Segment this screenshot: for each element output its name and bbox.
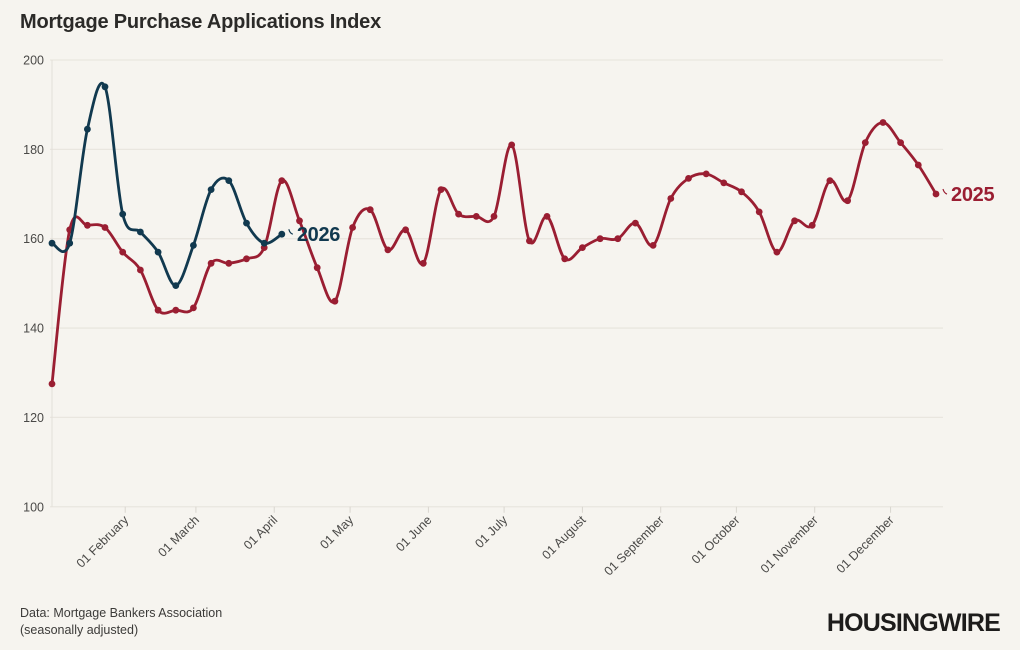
series-2025-point-26 xyxy=(508,141,516,149)
series-2025-point-23 xyxy=(455,210,462,218)
month-label-01-june: 01 June xyxy=(393,513,434,554)
series-2025-point-18 xyxy=(366,206,374,214)
month-label-01-february: 01 February xyxy=(74,512,132,570)
y-tick-label-180: 180 xyxy=(23,143,44,157)
series-2025-point-49 xyxy=(914,161,922,169)
chart-title: Mortgage Purchase Applications Index xyxy=(20,11,382,33)
series-2025-point-20 xyxy=(402,226,409,234)
series-2026-point-6 xyxy=(154,248,162,256)
month-label-01-november: 01 November xyxy=(758,513,821,576)
month-label-01-july: 01 July xyxy=(472,512,510,550)
series-2025-point-48 xyxy=(897,139,904,147)
series-label-2026: 2026 xyxy=(297,224,340,246)
series-2026-point-13 xyxy=(278,230,286,238)
series-2025-point-22 xyxy=(437,186,445,194)
leader-mark-2025 xyxy=(942,188,948,195)
series-2025-point-30 xyxy=(579,244,586,252)
month-label-01-september: 01 September xyxy=(601,513,666,578)
series-2025-point-43 xyxy=(808,221,816,229)
month-label-01-october: 01 October xyxy=(689,513,743,567)
month-label-01-december: 01 December xyxy=(834,513,897,576)
series-2025-point-6 xyxy=(154,306,162,314)
series-2025-point-36 xyxy=(685,175,692,182)
series-2025-point-19 xyxy=(384,246,392,254)
series-2025-point-5 xyxy=(137,266,144,274)
series-2025-point-21 xyxy=(419,259,427,267)
series-2026-point-0 xyxy=(48,239,56,247)
series-2026-point-1 xyxy=(66,239,74,247)
series-2025-point-44 xyxy=(826,177,834,185)
series-2025-point-45 xyxy=(844,197,851,205)
series-2025-point-8 xyxy=(190,304,197,312)
series-2025-point-33 xyxy=(632,219,639,227)
series-2025-point-17 xyxy=(349,224,356,231)
series-2025-point-40 xyxy=(755,208,763,216)
source-line-2: (seasonally adjusted) xyxy=(20,623,139,638)
series-2025-point-14 xyxy=(296,217,303,225)
series-2026-point-7 xyxy=(172,282,180,289)
series-2025-point-47 xyxy=(879,119,887,126)
series-2026-point-2 xyxy=(84,125,91,133)
series-2025-point-10 xyxy=(225,259,233,267)
y-tick-label-100: 100 xyxy=(23,500,44,514)
source-note: Data: Mortgage Bankers Association (seas… xyxy=(20,605,222,641)
series-2025-point-31 xyxy=(596,235,604,243)
series-2025-point-27 xyxy=(526,237,533,245)
series-2025-point-50 xyxy=(932,190,940,198)
series-2025-point-35 xyxy=(667,195,675,202)
source-line-1: Data: Mortgage Bankers Association xyxy=(20,605,223,620)
series-2025-point-15 xyxy=(313,264,321,272)
leader-mark-2026 xyxy=(288,229,294,235)
series-2026-point-10 xyxy=(225,177,233,185)
series-2025-point-29 xyxy=(561,255,569,263)
series-2025-point-42 xyxy=(791,217,798,225)
series-2025-point-3 xyxy=(101,224,109,231)
series-2025-point-32 xyxy=(614,235,622,243)
series-2026-point-12 xyxy=(260,239,268,247)
y-tick-label-200: 200 xyxy=(23,54,44,68)
series-2026-point-11 xyxy=(243,219,250,227)
month-label-01-august: 01 August xyxy=(539,513,589,563)
series-2026-point-9 xyxy=(207,186,215,194)
month-label-01-march: 01 March xyxy=(155,513,202,560)
month-label-01-may: 01 May xyxy=(317,512,356,551)
y-tick-label-160: 160 xyxy=(23,232,44,246)
series-2026-point-8 xyxy=(190,242,197,249)
series-2026-line xyxy=(50,82,284,287)
series-2025-point-4 xyxy=(119,248,127,256)
y-tick-label-140: 140 xyxy=(23,322,44,336)
series-2025-point-24 xyxy=(472,213,480,220)
series-2025-point-7 xyxy=(172,306,180,314)
housingwire-logo: HOUSINGWIRE xyxy=(826,609,1001,637)
series-2026-point-3 xyxy=(101,83,109,91)
series-2025-point-0 xyxy=(48,380,56,388)
series-2025-point-46 xyxy=(861,139,869,147)
series-2025-point-41 xyxy=(773,248,781,256)
series-2026-point-5 xyxy=(137,228,144,236)
series-2025-point-16 xyxy=(331,297,339,305)
month-label-01-april: 01 April xyxy=(241,513,280,552)
series-2025-line xyxy=(50,121,938,386)
series-2025-point-38 xyxy=(720,179,728,187)
series-2025-point-34 xyxy=(649,242,657,249)
series-label-2025: 2025 xyxy=(951,184,994,206)
series-2025-point-13 xyxy=(278,177,286,185)
series-2025-point-37 xyxy=(702,170,710,178)
series-2025-point-39 xyxy=(738,188,745,196)
series-2025-point-9 xyxy=(207,259,215,267)
series-2025-point-2 xyxy=(84,221,91,229)
y-tick-label-120: 120 xyxy=(23,411,44,425)
series-2025-point-11 xyxy=(243,255,250,263)
series-2025-point-28 xyxy=(543,213,551,220)
series-2026-point-4 xyxy=(119,210,127,218)
series-2025-point-25 xyxy=(490,213,498,220)
